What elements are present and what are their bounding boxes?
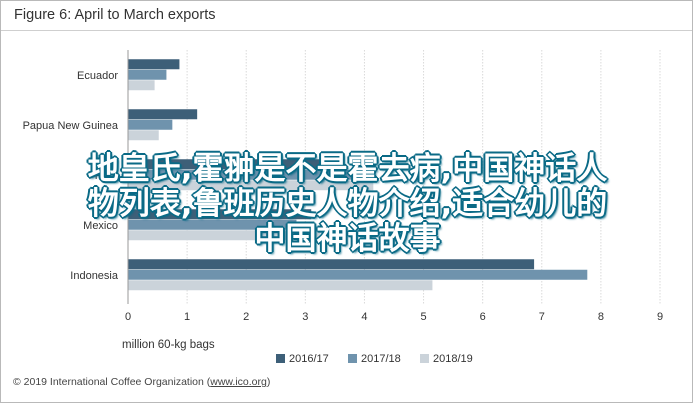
legend-swatch (420, 354, 429, 363)
bar (128, 269, 588, 280)
x-axis-label: million 60-kg bags (122, 339, 215, 351)
bar (128, 180, 374, 191)
legend-label: 2017/18 (361, 353, 401, 365)
legend-swatch (348, 354, 357, 363)
x-tick-label: 8 (598, 311, 604, 323)
bar (128, 259, 535, 270)
x-tick-label: 1 (184, 311, 190, 323)
bar (128, 159, 332, 170)
category-label: Papua New Guinea (23, 120, 119, 132)
bar (128, 109, 198, 120)
bar (128, 69, 167, 80)
copyright-suffix: ) (266, 376, 271, 388)
category-label: Mexico (83, 220, 118, 232)
x-tick-label: 2 (243, 311, 249, 323)
category-label: Peru (95, 170, 118, 182)
copyright-notice: © 2019 International Coffee Organization… (13, 376, 270, 388)
bar (128, 119, 173, 130)
figure-title: Figure 6: April to March exports (14, 7, 216, 23)
bar-chart: 0 1 2 3 4 5 6 7 8 9 million 60-kg bags Ecuador Papua… (23, 50, 663, 365)
bar (128, 219, 297, 230)
x-tick-label: 3 (302, 311, 308, 323)
bar (128, 280, 433, 291)
bar (128, 230, 321, 241)
x-tick-label: 5 (420, 311, 426, 323)
category-label: Ecuador (77, 70, 118, 82)
bar (128, 130, 159, 141)
bar (128, 80, 155, 91)
x-tick-label: 9 (657, 311, 663, 323)
x-tick-label: 0 (125, 311, 131, 323)
x-tick-label: 7 (539, 311, 545, 323)
legend-label: 2016/17 (289, 353, 329, 365)
title-divider (1, 30, 692, 31)
x-tick-label: 6 (480, 311, 486, 323)
bar (128, 169, 370, 180)
x-tick-label: 4 (361, 311, 367, 323)
bar (128, 59, 180, 70)
copyright-prefix: © 2019 International Coffee Organization… (13, 376, 211, 388)
source-link[interactable]: www.ico.org (210, 376, 267, 388)
legend-swatch (276, 354, 285, 363)
category-label: Indonesia (70, 270, 119, 282)
legend-label: 2018/19 (433, 353, 473, 365)
bar (128, 209, 312, 220)
